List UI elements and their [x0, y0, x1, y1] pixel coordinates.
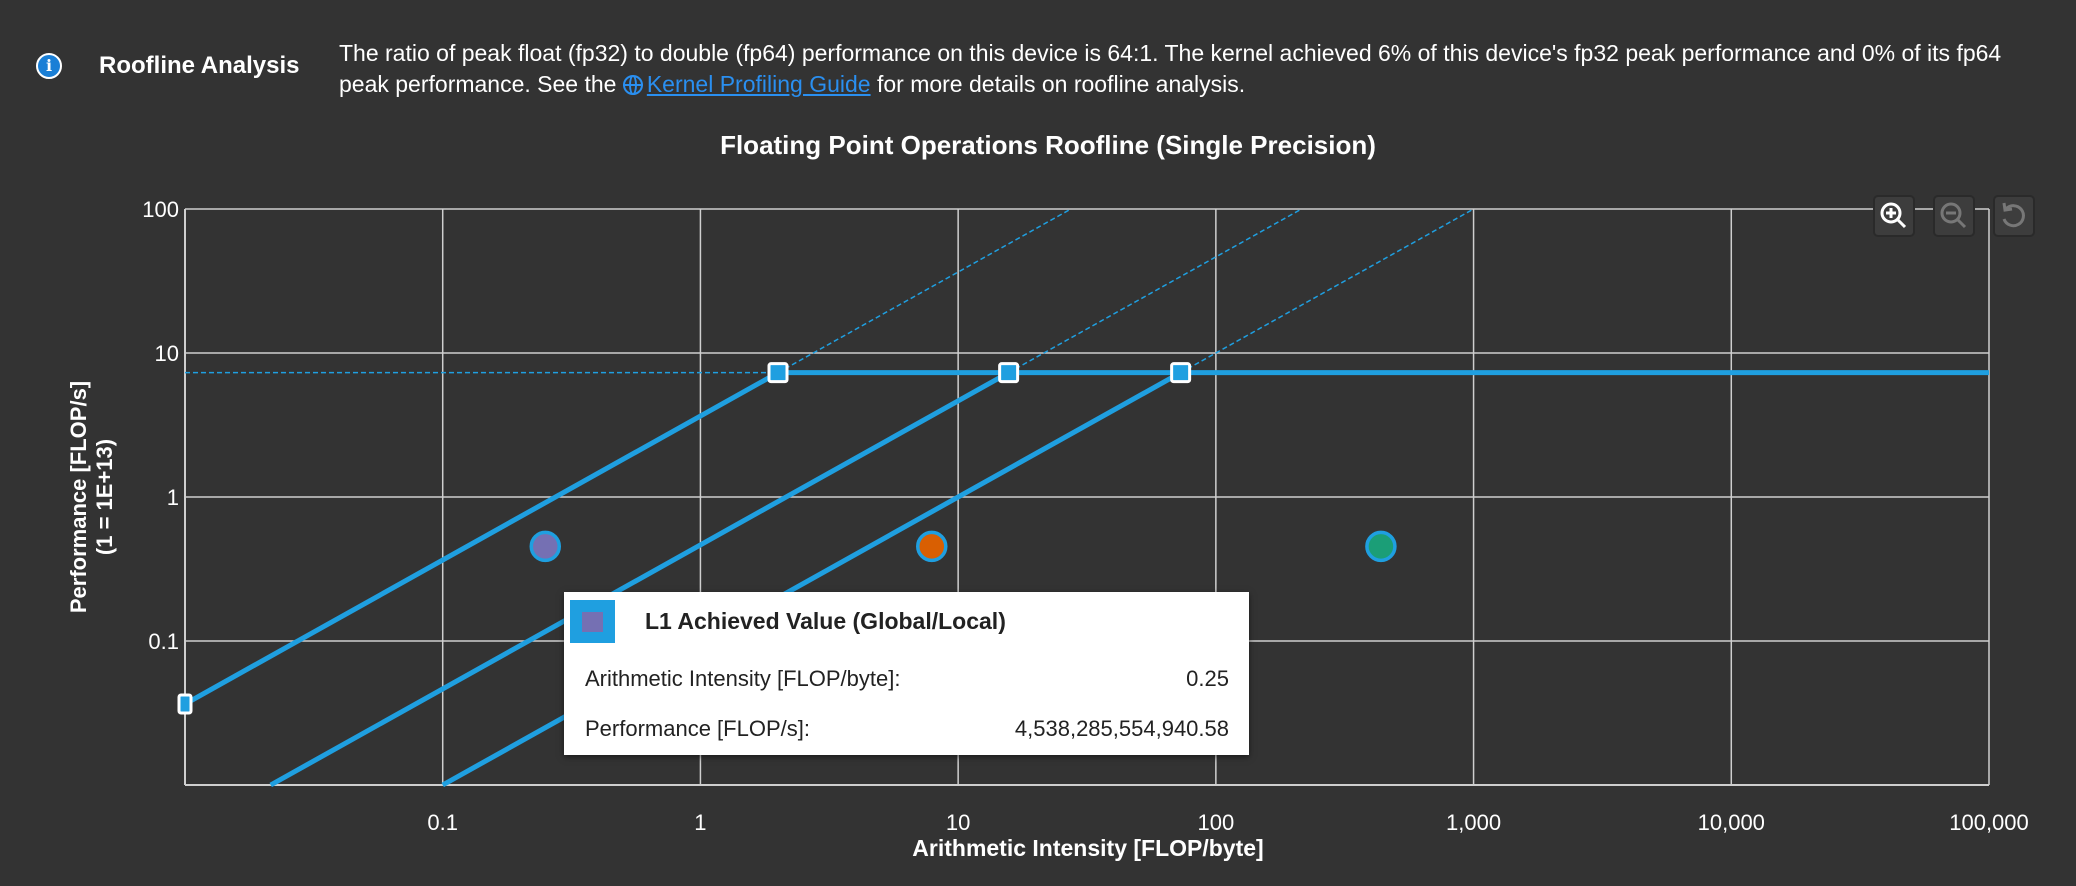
zoom-out-button[interactable] [1933, 195, 1975, 237]
ridge-point-marker [1170, 362, 1192, 384]
ridge-point-marker [998, 362, 1020, 384]
bandwidth-roof [183, 370, 780, 707]
achieved-value-point [916, 530, 948, 563]
bandwidth-extension-dashed [1008, 208, 1302, 374]
x-tick-label: 100 [1197, 810, 1234, 835]
tooltip-row: Performance [FLOP/s]: 4,538,285,554,940.5… [585, 716, 1229, 742]
roofline-description: The ratio of peak float (fp32) to double… [339, 38, 2039, 100]
x-tick-label: 10,000 [1698, 810, 1765, 835]
description-text: The ratio of peak float (fp32) to double… [339, 40, 2002, 97]
roof-endpoint-marker [177, 693, 193, 715]
y-tick-label: 100 [142, 197, 179, 222]
data-point-tooltip: L1 Achieved Value (Global/Local) Arithme… [564, 592, 1249, 755]
x-tick-label: 10 [946, 810, 970, 835]
tooltip-value: 0.25 [1186, 666, 1229, 691]
ridge-point-marker [767, 362, 789, 384]
zoom-in-button[interactable] [1873, 195, 1915, 237]
bandwidth-extension-dashed [777, 208, 1072, 374]
description-text-end: for more details on roofline analysis. [870, 71, 1246, 97]
globe-icon [622, 75, 643, 95]
x-axis-label: Arithmetic Intensity [FLOP/byte] [912, 835, 1263, 861]
x-tick-label: 1 [694, 810, 706, 835]
series-swatch [570, 600, 615, 643]
kernel-profiling-guide-link[interactable]: Kernel Profiling Guide [622, 71, 871, 97]
y-axis-label: Performance [FLOP/s] [66, 381, 91, 613]
reset-zoom-button[interactable] [1993, 195, 2035, 237]
tooltip-row: Arithmetic Intensity [FLOP/byte]: 0.25 [585, 666, 1229, 692]
x-tick-label: 1,000 [1446, 810, 1501, 835]
tooltip-title: L1 Achieved Value (Global/Local) [645, 608, 1006, 634]
achieved-value-point [529, 530, 562, 563]
tooltip-value: 4,538,285,554,940.58 [1014, 716, 1229, 741]
tooltip-label: Performance [FLOP/s]: [585, 716, 810, 741]
bandwidth-extension-dashed [1180, 208, 1474, 374]
x-tick-label: 100,000 [1949, 810, 2029, 835]
link-text: Kernel Profiling Guide [646, 71, 871, 97]
section-title: Roofline Analysis [99, 52, 300, 79]
x-tick-label: 0.1 [427, 810, 458, 835]
zoom-out-icon [1940, 202, 1967, 229]
y-tick-label: 10 [155, 341, 179, 366]
zoom-in-icon [1880, 202, 1907, 229]
reset-icon [2002, 202, 2025, 228]
achieved-value-point [1365, 530, 1397, 563]
y-tick-label: 0.1 [148, 629, 179, 654]
chart-title: Floating Point Operations Roofline (Sing… [720, 130, 1376, 160]
tooltip-label: Arithmetic Intensity [FLOP/byte]: [585, 666, 901, 691]
bandwidth-roof [269, 370, 1010, 788]
y-tick-label: 1 [167, 485, 179, 510]
y-axis-unit: (1 = 1E+13) [92, 439, 117, 555]
info-icon: i [36, 53, 62, 79]
